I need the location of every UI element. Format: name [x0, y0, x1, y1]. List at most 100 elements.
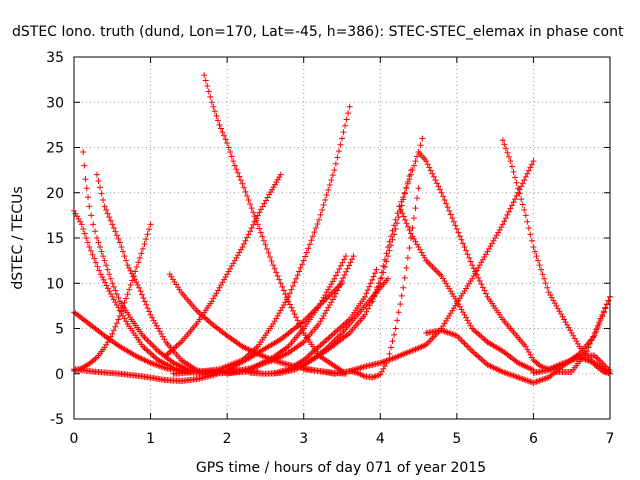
data-point	[98, 190, 105, 197]
data-point	[426, 260, 433, 267]
data-point	[470, 326, 477, 333]
data-point	[571, 335, 578, 342]
data-point	[400, 194, 407, 201]
data-point	[458, 337, 465, 344]
data-point	[392, 325, 399, 332]
data-point	[221, 276, 228, 283]
data-point	[225, 268, 232, 275]
data-point	[527, 351, 534, 358]
data-point	[91, 255, 98, 262]
data-point	[87, 247, 94, 254]
data-point	[481, 336, 488, 343]
data-point	[317, 211, 324, 218]
data-point	[112, 299, 119, 306]
data-point	[161, 336, 168, 343]
data-point	[346, 262, 353, 269]
data-point	[536, 262, 543, 269]
data-point	[124, 262, 131, 269]
y-tick-label: 10	[46, 276, 64, 292]
data-point	[525, 225, 532, 232]
data-point	[399, 210, 406, 217]
data-point	[421, 254, 428, 261]
data-point	[293, 314, 300, 321]
x-tick-label: 3	[299, 431, 308, 447]
data-point	[128, 270, 135, 277]
data-point	[326, 283, 333, 290]
data-point	[231, 257, 238, 264]
data-point	[306, 241, 313, 248]
data-point	[106, 271, 113, 278]
data-point	[173, 343, 180, 350]
data-point	[127, 267, 134, 274]
data-point	[392, 216, 399, 223]
data-point	[479, 256, 486, 263]
data-point	[437, 271, 444, 278]
data-point	[461, 244, 468, 251]
data-point	[224, 271, 231, 278]
data-point	[417, 246, 424, 253]
x-tick-label: 0	[70, 431, 79, 447]
data-point	[542, 280, 549, 287]
data-point	[331, 275, 338, 282]
data-point	[305, 245, 312, 252]
data-point	[407, 230, 414, 237]
data-point	[282, 291, 289, 298]
data-point	[405, 223, 412, 230]
x-tick-label: 7	[606, 431, 615, 447]
data-point	[202, 315, 209, 322]
data-point	[490, 237, 497, 244]
data-point	[530, 244, 537, 251]
data-point	[349, 256, 356, 263]
data-point	[331, 330, 338, 337]
data-point	[121, 299, 128, 306]
data-point	[493, 232, 500, 239]
data-point	[323, 192, 330, 199]
data-point	[110, 327, 117, 334]
data-point	[438, 189, 445, 196]
data-point	[303, 354, 310, 361]
data-series	[369, 135, 426, 305]
data-point	[208, 99, 215, 106]
data-point	[456, 335, 463, 342]
data-point	[335, 284, 342, 291]
data-point	[499, 221, 506, 228]
data-point	[262, 241, 269, 248]
data-point	[107, 290, 114, 297]
data-point	[328, 177, 335, 184]
data-point	[570, 332, 577, 339]
data-point	[300, 257, 307, 264]
y-tick-label: 15	[46, 231, 64, 247]
data-point	[424, 259, 431, 266]
data-point	[77, 218, 84, 225]
data-point	[410, 235, 417, 242]
data-point	[195, 308, 202, 315]
data-point	[110, 283, 117, 290]
data-point	[123, 257, 130, 264]
data-point	[339, 259, 346, 266]
data-point	[415, 185, 422, 192]
data-point	[138, 250, 145, 257]
data-point	[334, 154, 341, 161]
data-point	[216, 284, 223, 291]
data-point	[150, 353, 157, 360]
data-point	[410, 162, 417, 169]
y-axis-label: dSTEC / TECUs	[10, 186, 26, 289]
data-point	[375, 280, 382, 287]
data-point	[329, 296, 336, 303]
data-point	[296, 320, 303, 327]
data-point	[219, 129, 226, 136]
y-tick-label: 20	[46, 186, 64, 202]
data-point	[564, 321, 571, 328]
data-point	[395, 309, 402, 316]
data-point	[406, 244, 413, 251]
data-point	[279, 283, 286, 290]
data-point	[557, 311, 564, 318]
data-point	[573, 338, 580, 345]
data-point	[369, 298, 376, 305]
data-point	[97, 271, 104, 278]
data-point	[335, 148, 342, 155]
data-point	[403, 264, 410, 271]
data-point	[486, 245, 493, 252]
data-point	[337, 141, 344, 148]
data-point	[236, 173, 243, 180]
